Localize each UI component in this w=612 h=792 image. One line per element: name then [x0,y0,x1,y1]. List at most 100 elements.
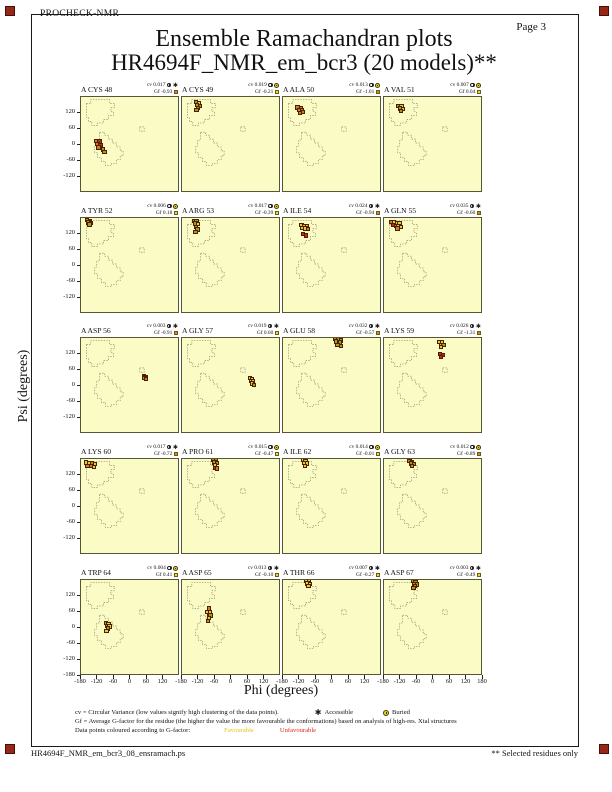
gf-color-swatch [173,330,178,335]
gf-color-swatch [476,330,481,335]
plot-stats: cv 0.017 ✱ Gf -0.72 [147,444,178,457]
x-axis-tick [162,675,163,679]
beta-region [389,220,418,247]
y-axis-tick [76,384,80,386]
x-axis-tick-label: 60 [344,678,352,685]
y-axis-tick [76,127,80,129]
x-axis-tick-label: 120 [258,678,269,685]
cv-value: cv 0.014 [349,444,368,451]
buried-icon [476,444,481,450]
y-axis-tick-label: -180 [63,671,75,678]
left-alpha-region [442,609,448,615]
y-axis-tick-label: -120 [63,534,75,541]
selected-residues-note: ** Selected residues only [491,748,578,758]
circular-variance-icon [267,324,273,329]
left-alpha-region [442,488,448,494]
alpha-region [296,372,326,407]
alpha-region [94,131,124,166]
residue-label: A GLY 57 [182,326,214,335]
alpha-region [397,493,427,528]
residue-label: A THR 66 [283,568,315,577]
corner-mark-top-left [5,6,15,16]
favourable-label: Favourable [224,727,254,734]
x-axis-tick-label: 60 [142,678,150,685]
left-alpha-region [240,126,246,132]
data-point [96,145,101,150]
residue-label: A ARG 53 [182,206,215,215]
residue-label: A GLY 63 [384,447,416,456]
x-axis-tick-label: -60 [310,678,320,685]
corner-mark-bottom-left [5,744,15,754]
core-regions [288,582,347,649]
x-axis-tick-label: -60 [209,678,219,685]
residue-label: A ASP 65 [182,568,212,577]
alpha-region [195,252,225,287]
gf-color-swatch [375,89,380,94]
data-point [395,226,400,231]
accessible-icon: ✱ [273,322,279,330]
circular-variance-icon [469,204,475,209]
left-alpha-region [139,367,145,373]
residue-label: A ALA 50 [283,85,315,94]
cv-value: cv 0.013 [349,82,368,89]
plot-area [80,217,179,313]
legend-line-cv: cv = Circular Variance (low values signi… [75,708,565,717]
alpha-region [397,131,427,166]
beta-region [288,461,317,488]
residue-label: A PRO 61 [182,447,214,456]
data-point [303,233,309,238]
plot-stats: cv 0.007 ✱ Gf -0.27 [349,565,380,578]
circular-variance-icon [166,324,172,329]
beta-region [389,99,418,126]
residue-label: A GLU 58 [283,326,316,335]
left-alpha-region [139,247,145,253]
y-axis-tick-label: 60 [68,486,75,493]
legend: cv = Circular Variance (low values signi… [75,708,565,735]
circular-variance-icon [369,445,374,450]
data-point [411,585,416,590]
accessible-icon: ✱ [374,564,380,572]
y-axis-tick [76,159,80,161]
data-point [144,376,149,381]
y-axis-tick-label: 0 [71,140,75,147]
y-axis-tick [76,248,80,250]
residue-label: A ASP 67 [384,568,414,577]
beta-region [86,340,115,367]
alpha-region [94,493,124,528]
x-axis-tick [347,675,349,679]
y-axis-tick-label: -120 [63,293,75,300]
left-alpha-region [240,367,246,373]
y-axis-tick-label: -60 [66,397,75,404]
core-regions [86,220,145,287]
residue-label: A TYR 52 [81,206,113,215]
corner-mark-top-right [599,6,609,16]
beta-region [187,99,216,126]
circular-variance-icon [368,324,374,329]
plot-area [181,96,280,192]
gf-color-swatch [274,89,279,94]
beta-region [288,99,317,126]
gf-color-swatch [274,451,279,456]
x-axis-tick-label: 0 [430,678,435,685]
residue-label: A LYS 59 [384,326,415,335]
alpha-region [94,614,124,649]
y-axis-tick-label: -60 [66,277,75,284]
gf-value: Gf -0.72 [154,450,173,457]
core-regions [389,340,448,407]
plot-area [80,458,179,554]
y-axis-tick-label: 60 [68,245,75,252]
beta-region [86,220,115,247]
x-axis-tick-label: 120 [157,678,168,685]
buried-icon [274,82,279,88]
page-number: Page 3 [516,21,546,33]
data-point [409,464,414,469]
core-regions [288,220,347,287]
plot-area [383,337,482,433]
legend-gf-text: Gf = Average G-factor for the residue (t… [75,718,457,725]
legend-colour-text: Data points coloured according to G-fact… [75,727,191,734]
x-axis-label: Phi (degrees) [243,683,319,698]
accessible-icon: ✱ [172,443,178,451]
left-alpha-region [139,126,145,132]
filename-footer: HR4694F_NMR_em_bcr3_08_ensramach.ps [31,748,186,758]
legend-line-gf: Gf = Average G-factor for the residue (t… [75,717,565,726]
